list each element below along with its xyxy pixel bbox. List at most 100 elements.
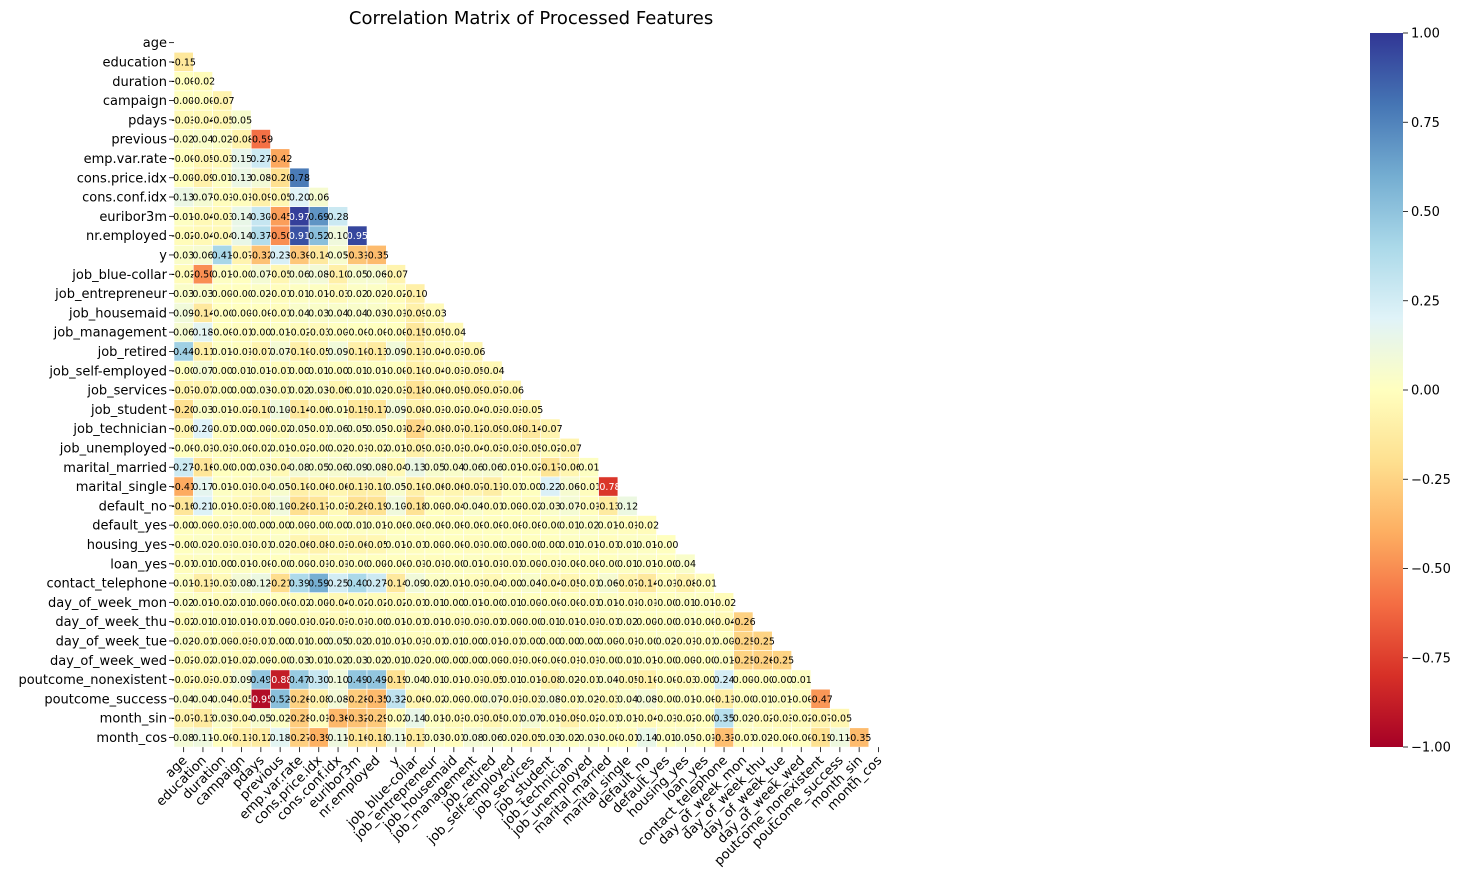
cell-value-label: -0.03 bbox=[191, 675, 216, 686]
cell-value-label: -0.05 bbox=[615, 675, 640, 686]
cell-value-label: -0.16 bbox=[171, 501, 196, 512]
cell-value-label: -0.04 bbox=[712, 617, 737, 628]
cell-value-label: 0.13 bbox=[173, 192, 194, 203]
cell-value-label: -0.07 bbox=[384, 270, 409, 281]
cell-value-label: 0.00 bbox=[733, 675, 754, 686]
cell-value-label: 0.08 bbox=[308, 270, 329, 281]
cell-value-label: 0.01 bbox=[347, 521, 368, 532]
cell-value-label: -0.00 bbox=[654, 540, 679, 551]
row-label: housing_yes bbox=[87, 538, 167, 553]
cell-value-label: -0.00 bbox=[654, 598, 679, 609]
cell-value-label: -0.05 bbox=[422, 328, 447, 339]
cell-value-label: -0.15 bbox=[345, 405, 370, 416]
cell-value-label: -0.01 bbox=[499, 559, 524, 570]
cell-value-label: -0.06 bbox=[287, 540, 312, 551]
cell-value-label: 0.07 bbox=[520, 714, 541, 725]
cell-value-label: 0.01 bbox=[385, 443, 406, 454]
cell-value-label: 0.01 bbox=[443, 578, 464, 589]
cell-value-label: -0.01 bbox=[654, 714, 679, 725]
cell-value-label: 0.01 bbox=[212, 617, 233, 628]
row-label: job_management bbox=[53, 326, 167, 341]
cell-value-label: 0.15 bbox=[231, 154, 252, 165]
row-label: duration bbox=[112, 75, 167, 90]
cell-value-label: -0.01 bbox=[422, 559, 447, 570]
cell-value-label: 0.00 bbox=[231, 385, 252, 396]
cell-value-label: -0.20 bbox=[287, 501, 312, 512]
cell-value-label: 0.01 bbox=[443, 675, 464, 686]
row-label: marital_single bbox=[76, 480, 167, 495]
cell-value-label: -0.01 bbox=[345, 443, 370, 454]
cell-value-label: -0.03 bbox=[442, 443, 467, 454]
cell-value-label: -0.26 bbox=[287, 694, 312, 705]
cell-value-label: 0.17 bbox=[192, 482, 213, 493]
cell-value-label: -0.01 bbox=[461, 714, 486, 725]
cell-value-label: 0.07 bbox=[559, 501, 580, 512]
cell-value-label: -0.03 bbox=[422, 443, 447, 454]
row-label: marital_married bbox=[63, 461, 167, 476]
cell-value-label: 0.01 bbox=[463, 559, 484, 570]
cell-value-label: 0.09 bbox=[327, 347, 348, 358]
cell-value-label: -0.09 bbox=[461, 385, 486, 396]
cell-value-label: -0.02 bbox=[171, 617, 196, 628]
row-label: day_of_week_mon bbox=[48, 596, 167, 611]
cell-value-label: -0.04 bbox=[268, 463, 293, 474]
cell-value-label: -0.03 bbox=[519, 694, 544, 705]
cell-value-label: -0.17 bbox=[306, 501, 331, 512]
cell-value-label: -0.10 bbox=[287, 347, 312, 358]
cell-value-label: 0.03 bbox=[347, 656, 368, 667]
cell-value-label: -0.05 bbox=[480, 714, 505, 725]
row-label: contact_telephone bbox=[46, 577, 167, 592]
cell-value-label: -0.01 bbox=[480, 617, 505, 628]
cell-value-label: -0.02 bbox=[712, 598, 737, 609]
cell-value-label: -0.00 bbox=[596, 733, 621, 744]
heatmap-cells: -0.15-0.00-0.020.00-0.00-0.07-0.03-0.04-… bbox=[171, 51, 871, 748]
cell-value-label: 0.10 bbox=[270, 405, 291, 416]
cell-value-label: -0.35 bbox=[364, 694, 389, 705]
cell-value-label: 0.02 bbox=[559, 733, 580, 744]
cell-value-label: -0.00 bbox=[345, 559, 370, 570]
cell-value-label: 0.00 bbox=[250, 521, 271, 532]
cell-value-label: 0.06 bbox=[192, 250, 213, 261]
cell-value-label: 0.03 bbox=[308, 385, 329, 396]
cell-value-label: -0.00 bbox=[519, 521, 544, 532]
cell-value-label: -0.01 bbox=[577, 617, 602, 628]
cell-value-label: 0.07 bbox=[192, 192, 213, 203]
row-label: job_unemployed bbox=[59, 441, 167, 456]
cell-value-label: 0.21 bbox=[192, 501, 213, 512]
cell-value-label: -0.25 bbox=[750, 636, 775, 647]
cell-value-label: -0.04 bbox=[442, 328, 467, 339]
cell-value-label: -0.08 bbox=[229, 135, 254, 146]
cell-value-label: 0.00 bbox=[289, 521, 310, 532]
cell-value-label: -0.02 bbox=[384, 598, 409, 609]
cell-value-label: -0.45 bbox=[268, 212, 293, 223]
cell-value-label: -0.03 bbox=[499, 405, 524, 416]
cell-value-label: 0.00 bbox=[327, 328, 348, 339]
cell-value-label: 0.00 bbox=[482, 656, 503, 667]
cell-value-label: 0.01 bbox=[501, 463, 522, 474]
cell-value-label: 0.01 bbox=[289, 636, 310, 647]
cell-value-label: -0.08 bbox=[499, 424, 524, 435]
cell-value-label: -0.20 bbox=[171, 405, 196, 416]
cell-value-label: 0.47 bbox=[289, 675, 310, 686]
cell-value-label: 0.04 bbox=[327, 308, 348, 319]
cell-value-label: -0.41 bbox=[171, 482, 196, 493]
cell-value-label: 0.01 bbox=[270, 328, 291, 339]
cell-value-label: -0.02 bbox=[384, 714, 409, 725]
cell-value-label: -0.01 bbox=[326, 559, 351, 570]
cell-value-label: -0.10 bbox=[345, 347, 370, 358]
row-label: job_student bbox=[90, 403, 167, 418]
cell-value-label: 0.07 bbox=[270, 347, 291, 358]
cell-value-label: -0.02 bbox=[519, 463, 544, 474]
cell-value-label: -0.02 bbox=[268, 424, 293, 435]
cell-value-label: 0.02 bbox=[366, 289, 387, 300]
cell-value-label: 0.00 bbox=[250, 656, 271, 667]
cell-value-label: -0.06 bbox=[306, 482, 331, 493]
cell-value-label: 0.05 bbox=[308, 463, 329, 474]
cell-value-label: -0.04 bbox=[191, 212, 216, 223]
cell-value-label: -0.32 bbox=[345, 714, 370, 725]
cell-value-label: 0.01 bbox=[192, 559, 213, 570]
cell-value-label: -0.01 bbox=[191, 636, 216, 647]
row-label: campaign bbox=[103, 94, 167, 109]
cell-value-label: -0.00 bbox=[268, 559, 293, 570]
cell-value-label: -0.01 bbox=[499, 714, 524, 725]
